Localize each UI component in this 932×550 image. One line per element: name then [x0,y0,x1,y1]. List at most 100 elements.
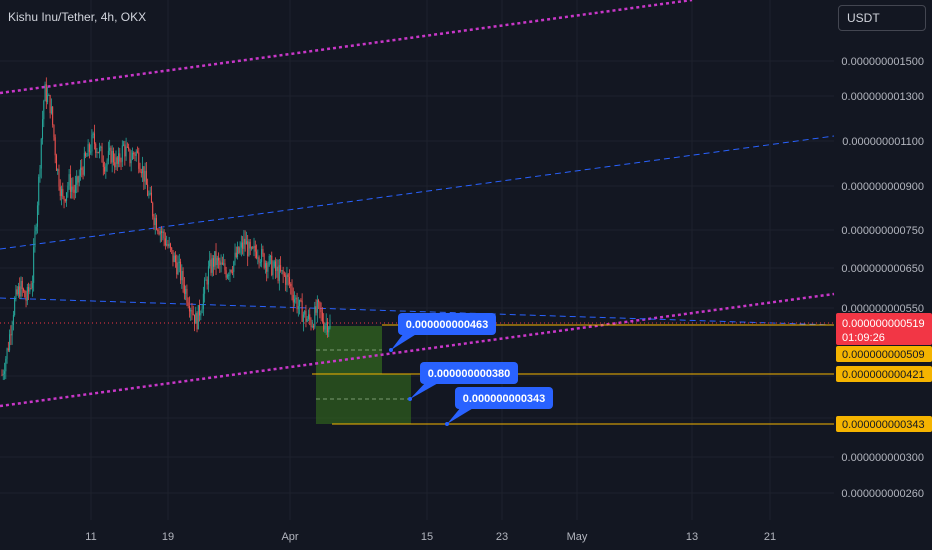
candle-body [125,146,127,157]
candle-body [166,244,168,246]
candle-body [66,192,68,201]
candle-body [115,157,117,168]
current-price-value: 0.000000000519 [842,318,925,330]
candle-body [130,159,132,164]
candle-body [67,185,69,193]
candle-body [71,186,73,192]
candle-body [49,95,51,114]
candle-body [140,171,142,174]
candle-body [254,245,256,252]
candle-body [199,305,201,316]
candle-body [118,153,120,164]
candle-body [264,263,266,268]
level-label-bg[interactable] [836,366,932,382]
callout-box[interactable] [455,387,553,409]
y-tick-label: 0.000000000550 [841,303,924,315]
candle-body [302,314,304,322]
candle-body [157,229,159,232]
candle-body [52,106,54,125]
candle-body [286,274,288,285]
candle-body [191,310,193,314]
candle-body [235,252,237,258]
candle-body [105,165,107,172]
candle-body [121,145,123,162]
level-label: 0.000000000421 [842,369,925,381]
callout-pointer [391,333,418,350]
price-callout[interactable]: 0.000000000463 [389,313,496,352]
candle-body [219,260,221,265]
y-tick-label: 0.000000001100 [842,136,924,148]
candle-body [206,279,208,285]
candle-body [158,231,160,235]
candle-body [15,289,17,300]
candle-body [234,252,236,262]
candle-body [233,261,235,272]
time-axis[interactable]: 11 19 Apr 15 23 May 13 21 [85,531,776,543]
candle-body [55,155,57,171]
candle-body [281,270,283,272]
candle-body [161,231,163,233]
candle-body [95,143,97,153]
candle-body [211,258,213,273]
candle-body [306,318,308,322]
price-callout[interactable]: 0.000000000343 [445,387,553,426]
candle-body [91,134,93,152]
candle-body [164,238,166,246]
price-callouts[interactable]: 0.000000000463 0.000000000380 0.0000000003… [389,313,553,426]
candle-body [329,319,331,328]
level-label-bg[interactable] [836,416,932,432]
candle-body [299,299,301,307]
candle-body [4,371,6,374]
candle-body [328,327,330,333]
candle-body [59,186,61,196]
candle-body [154,218,156,226]
candle-body [92,133,94,135]
candle-body [247,241,249,257]
candle-body [101,146,103,163]
y-tick-label: 0.000000000900 [841,181,924,193]
x-tick-label: 13 [686,531,698,543]
price-callout[interactable]: 0.000000000380 [408,362,518,401]
candle-body [283,274,285,276]
candle-body [180,261,182,281]
candle-body [224,263,226,271]
candle-body [202,293,204,309]
candle-body [134,154,136,156]
callout-box[interactable] [420,362,518,384]
candle-body [152,202,154,217]
candle-body [139,168,141,172]
candle-body [212,258,214,267]
candle-body [110,147,112,163]
candle-body [138,152,140,169]
candle-body [80,167,82,176]
candle-body [319,301,321,310]
candle-body [266,263,268,272]
current-price-label-bg[interactable] [836,313,932,345]
candle-body [176,262,178,275]
candle-body [76,176,78,185]
candle-body [6,348,8,359]
candle-body [38,176,40,206]
callout-anchor [445,422,449,426]
candle-body [174,255,176,263]
candle-body [142,166,144,174]
level-label-bg[interactable] [836,346,932,362]
candle-body [85,153,87,157]
candle-body [214,251,216,267]
candle-body [182,271,184,285]
candle-body [193,314,195,324]
callout-box[interactable] [398,313,496,335]
candle-body [64,199,66,201]
candle-body [326,322,328,333]
price-axis[interactable]: 0.000000001500 0.000000001300 0.0000000011… [836,56,932,500]
candle-body [307,314,309,319]
candle-body [200,312,202,316]
candle-body [10,334,12,336]
candle-body [74,184,76,193]
candle-body [23,289,25,291]
candle-body [61,188,63,196]
currency-button[interactable]: USDT [838,5,926,31]
candle-body [123,144,125,146]
candle-body [114,162,116,168]
